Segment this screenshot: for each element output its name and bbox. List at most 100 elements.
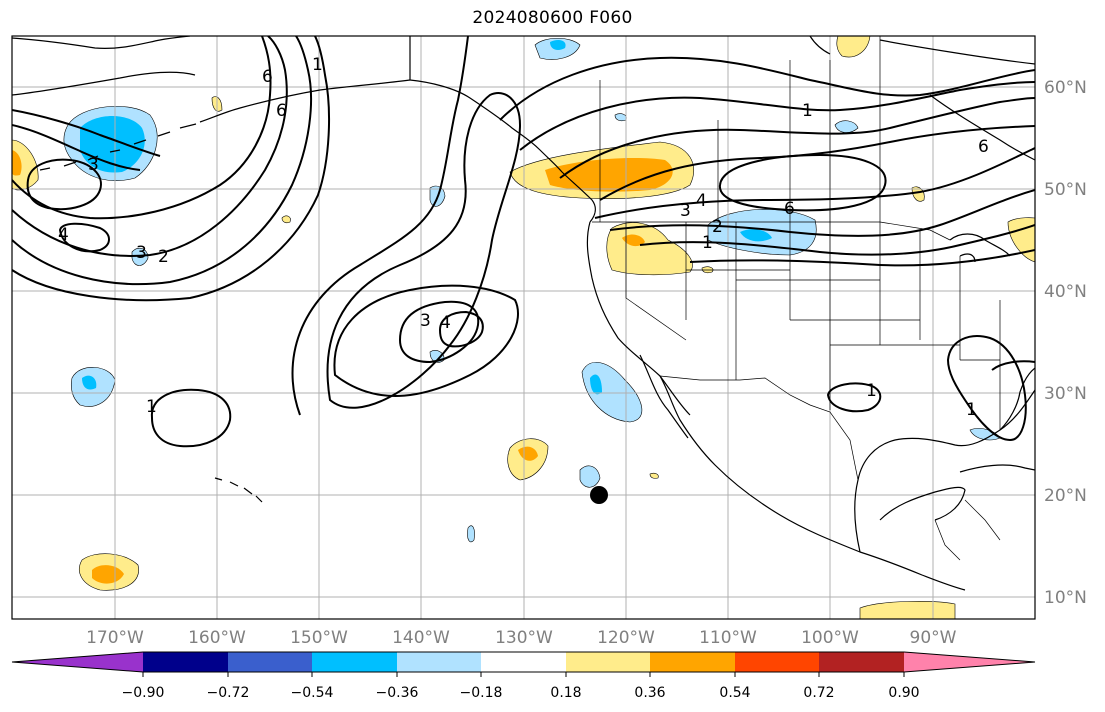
lat-label: 60°N	[1044, 78, 1087, 98]
us-canada-border	[592, 221, 951, 241]
graticule	[12, 36, 1035, 619]
orange-core-nwpacific	[12, 150, 22, 176]
contour-pacific-low-2	[333, 284, 519, 397]
contour-label: 1	[966, 400, 977, 420]
canada-provinces	[599, 36, 881, 222]
orange-core-hawaii-s	[92, 565, 124, 584]
canada-arctic	[809, 36, 1035, 65]
colorbar-segment	[819, 652, 904, 672]
contour-east-4	[599, 125, 1035, 201]
yellow-patch-ne-top	[836, 36, 871, 58]
latitude-labels: 60°N 50°N 40°N 30°N 20°N 10°N	[1044, 78, 1087, 608]
contours	[12, 36, 1035, 448]
colorbar-ticks	[142, 672, 905, 677]
blue-core-pnw	[740, 229, 772, 242]
blue-patch-baja	[581, 362, 643, 423]
yellow-patch-south	[859, 601, 956, 619]
hawaii	[214, 477, 263, 503]
contour-se-2	[946, 335, 1027, 442]
alaska-peninsula	[199, 79, 411, 123]
contour-label: 6	[784, 199, 795, 219]
colorbar-tick-label: 0.72	[803, 685, 834, 701]
lon-label: 150°W	[290, 628, 348, 648]
contour-label: 6	[262, 67, 273, 87]
lon-label: 90°W	[910, 628, 957, 648]
yellow-patch-oregon	[606, 222, 693, 276]
contour-w-3	[12, 36, 330, 302]
colorbar-segment	[650, 652, 735, 672]
colorbar-segment	[143, 652, 228, 672]
contour-east-3	[559, 97, 1035, 179]
lat-label: 30°N	[1044, 384, 1087, 404]
contour-label: 3	[420, 311, 431, 331]
contour-label: 3	[88, 155, 99, 175]
blue-patch-small-6	[834, 120, 859, 133]
contour-se-1	[826, 382, 882, 413]
plot-title: 2024080600 F060	[472, 8, 633, 28]
alaska-coast	[409, 36, 596, 223]
state-lines	[625, 222, 1001, 430]
orange-core-sw	[518, 446, 538, 461]
contour-label: 2	[158, 247, 169, 267]
lon-label: 170°W	[86, 628, 144, 648]
contour-labels: 3 6 1 6 4 3 2 3 4 2 1 4 3 6 6 1 1 1 1	[58, 55, 989, 420]
colorbar-segment	[481, 652, 566, 672]
colorbar-segments	[11, 651, 1036, 673]
contour-w-5	[26, 158, 102, 211]
contour-aleut-2	[12, 124, 141, 171]
florida	[999, 367, 1035, 431]
aleutians	[39, 123, 197, 171]
blue-patch-small-3	[579, 465, 601, 488]
contour-east-1	[499, 56, 1035, 121]
blue-patch-small-8	[614, 113, 627, 122]
contour-east-8	[689, 249, 1035, 267]
lon-label: 140°W	[392, 628, 450, 648]
colorbar-tick-label: −0.90	[122, 685, 165, 701]
yellow-patch-nwpacific	[12, 139, 39, 191]
blue-patch-small-2	[131, 247, 149, 266]
blue-core-baja	[590, 374, 602, 395]
colorbar-segment	[397, 652, 481, 672]
blue-patch-small-4	[467, 525, 475, 543]
colorbar-extend-max	[904, 652, 1035, 672]
colorbar-segment	[735, 652, 819, 672]
contour-east-5	[594, 147, 1035, 219]
contour-w-6	[58, 222, 110, 253]
contour-pacific-low-4	[438, 310, 484, 348]
lon-label: 100°W	[801, 628, 859, 648]
lat-label: 50°N	[1044, 180, 1087, 200]
political-borders	[409, 36, 1001, 561]
contour-pacific-low-1	[326, 92, 522, 409]
contour-w-4	[12, 36, 272, 220]
yellow-patch-small-4	[649, 472, 659, 479]
hudson-bay	[929, 94, 1035, 161]
siberia-coast	[12, 36, 191, 49]
longitude-labels: 170°W 160°W 150°W 140°W 130°W 120°W 110°…	[86, 628, 957, 648]
contour-pacific-low-5	[291, 36, 469, 416]
blue-core-hawaii-n	[82, 375, 97, 390]
lon-label: 120°W	[597, 628, 655, 648]
colorbar-tick-label: 0.18	[550, 685, 581, 701]
orange-core-oregon	[622, 234, 645, 247]
contour-hawaii-1	[150, 388, 232, 448]
contour-east-2	[519, 81, 1035, 151]
lat-label: 10°N	[1044, 588, 1087, 608]
na-west-coast	[586, 221, 966, 591]
contour-label: 1	[802, 101, 813, 121]
colorbar-tick-label: 0.90	[888, 685, 919, 701]
yellow-patch-small-2	[911, 186, 925, 202]
yucatan	[879, 486, 966, 521]
contour-east-7	[639, 224, 1035, 256]
contour-label: 1	[312, 55, 323, 75]
map-frame	[11, 35, 1036, 620]
colorbar-segment	[566, 652, 650, 672]
great-lakes	[949, 233, 1011, 263]
colorbar-tick-label: −0.36	[376, 685, 419, 701]
colorbar-tick-label: −0.18	[460, 685, 503, 701]
bering-coast	[12, 71, 196, 96]
colorbar-tick-label: −0.72	[207, 685, 250, 701]
storm-center-marker	[590, 486, 608, 504]
us-mexico-border	[659, 375, 859, 481]
colorbar: −0.90 −0.72 −0.54 −0.36 −0.18 0.18 0.36 …	[11, 651, 1036, 701]
contour-label: 4	[58, 225, 69, 245]
